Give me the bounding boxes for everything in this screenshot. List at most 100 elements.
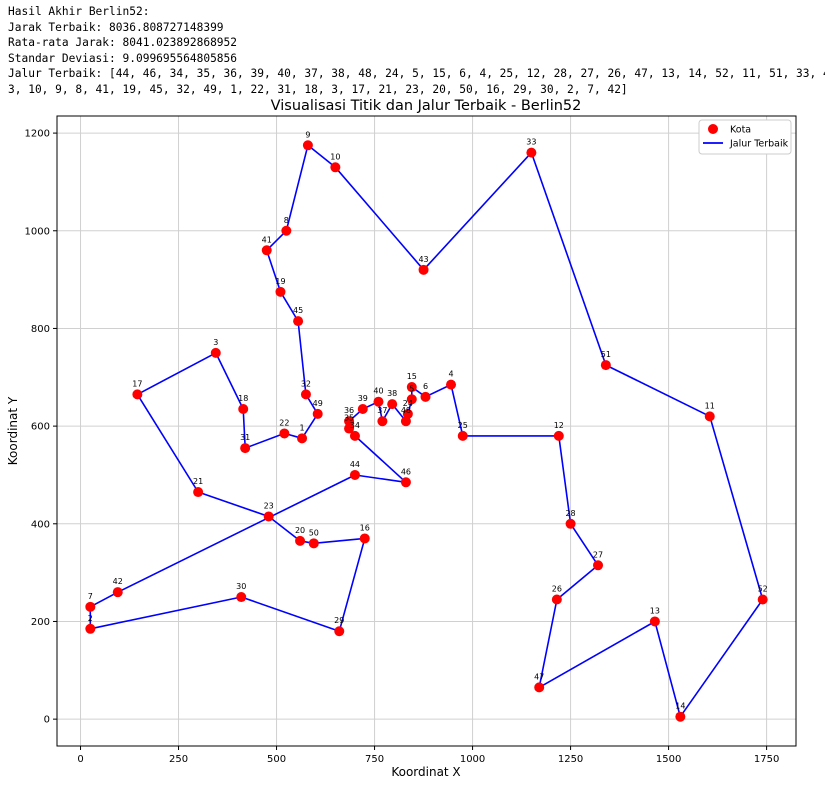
city-label-32: 32 bbox=[301, 379, 311, 388]
city-label-37: 37 bbox=[377, 406, 387, 415]
point-layer bbox=[85, 140, 768, 722]
city-point-3 bbox=[210, 347, 221, 358]
console-line: Rata-rata Jarak: 8041.023892868952 bbox=[8, 36, 238, 50]
x-tick-label: 1250 bbox=[558, 754, 583, 765]
x-tick-label: 250 bbox=[169, 754, 188, 765]
legend-marker-points bbox=[708, 124, 718, 134]
city-label-28: 28 bbox=[565, 509, 575, 518]
city-label-10: 10 bbox=[330, 152, 340, 161]
city-point-51 bbox=[600, 360, 611, 371]
city-point-23 bbox=[263, 511, 274, 522]
city-point-18 bbox=[238, 404, 249, 415]
x-tick-label: 500 bbox=[267, 754, 286, 765]
city-label-16: 16 bbox=[360, 523, 370, 532]
city-point-21 bbox=[193, 487, 204, 498]
x-tick-label: 0 bbox=[77, 754, 83, 765]
city-point-50 bbox=[308, 538, 319, 549]
city-point-29 bbox=[334, 626, 345, 637]
city-point-47 bbox=[534, 682, 545, 693]
city-label-42: 42 bbox=[113, 577, 123, 586]
city-point-19 bbox=[275, 286, 286, 297]
city-point-48 bbox=[400, 416, 411, 427]
city-label-9: 9 bbox=[305, 130, 310, 139]
console-line: Jarak Terbaik: 8036.808727148399 bbox=[8, 20, 224, 34]
chart-title: Visualisasi Titik dan Jalur Terbaik - Be… bbox=[271, 98, 582, 114]
city-label-2: 2 bbox=[88, 614, 93, 623]
city-point-44 bbox=[349, 469, 360, 480]
city-label-6: 6 bbox=[423, 382, 428, 391]
console-line: 3, 10, 9, 8, 41, 19, 45, 32, 49, 1, 22, … bbox=[8, 82, 628, 96]
city-point-26 bbox=[551, 594, 562, 605]
city-point-43 bbox=[418, 264, 429, 275]
city-point-37 bbox=[377, 416, 388, 427]
city-label-36: 36 bbox=[344, 406, 354, 415]
city-label-39: 39 bbox=[358, 394, 368, 403]
x-tick-label: 1500 bbox=[656, 754, 681, 765]
city-label-12: 12 bbox=[554, 421, 564, 430]
city-point-7 bbox=[85, 601, 96, 612]
city-point-42 bbox=[112, 587, 123, 598]
city-point-6 bbox=[420, 391, 431, 402]
axis-ticks: 0 250 500 750 1000 1250 1500 175002004006008001… bbox=[25, 129, 780, 765]
plot-frame bbox=[56, 115, 797, 747]
city-label-35: 35 bbox=[344, 414, 354, 423]
console-output: Hasil Akhir Berlin52: Jarak Terbaik: 8036… bbox=[8, 4, 825, 98]
x-tick-label: 1750 bbox=[754, 754, 779, 765]
y-tick-label: 600 bbox=[31, 422, 50, 433]
city-label-25: 25 bbox=[458, 421, 468, 430]
city-point-52 bbox=[757, 594, 768, 605]
city-label-51: 51 bbox=[601, 350, 611, 359]
city-label-14: 14 bbox=[675, 702, 685, 711]
city-label-24: 24 bbox=[403, 399, 413, 408]
city-label-15: 15 bbox=[407, 372, 417, 381]
city-point-35 bbox=[344, 423, 355, 434]
city-label-48: 48 bbox=[401, 406, 411, 415]
city-point-14 bbox=[675, 711, 686, 722]
city-label-17: 17 bbox=[132, 379, 142, 388]
city-point-8 bbox=[281, 225, 292, 236]
legend-label-points: Kota bbox=[730, 125, 751, 136]
city-point-13 bbox=[649, 616, 660, 627]
city-point-31 bbox=[240, 443, 251, 454]
city-label-30: 30 bbox=[236, 582, 246, 591]
city-label-8: 8 bbox=[284, 216, 289, 225]
city-label-43: 43 bbox=[418, 255, 428, 264]
city-point-4 bbox=[446, 379, 457, 390]
city-point-10 bbox=[330, 162, 341, 173]
city-label-31: 31 bbox=[240, 433, 250, 442]
city-label-34: 34 bbox=[350, 421, 360, 430]
city-label-50: 50 bbox=[309, 528, 319, 537]
city-point-11 bbox=[704, 411, 715, 422]
city-label-26: 26 bbox=[552, 584, 562, 593]
city-point-16 bbox=[359, 533, 370, 544]
city-label-40: 40 bbox=[373, 387, 383, 396]
city-point-17 bbox=[132, 389, 143, 400]
city-label-45: 45 bbox=[293, 306, 303, 315]
city-label-19: 19 bbox=[275, 277, 285, 286]
city-point-20 bbox=[295, 535, 306, 546]
city-label-18: 18 bbox=[238, 394, 248, 403]
x-tick-label: 1000 bbox=[460, 754, 485, 765]
city-label-46: 46 bbox=[401, 467, 411, 476]
city-point-5 bbox=[406, 394, 417, 405]
console-line: Standar Deviasi: 9.099695564805856 bbox=[8, 51, 238, 65]
city-label-49: 49 bbox=[313, 399, 323, 408]
city-point-45 bbox=[293, 316, 304, 327]
city-point-28 bbox=[565, 518, 576, 529]
city-point-2 bbox=[85, 623, 96, 634]
y-tick-label: 400 bbox=[31, 519, 50, 530]
city-label-13: 13 bbox=[650, 606, 660, 615]
city-label-7: 7 bbox=[88, 592, 93, 601]
grid bbox=[57, 116, 796, 746]
legend: Kota Jalur Terbaik bbox=[698, 119, 792, 155]
city-point-38 bbox=[387, 399, 398, 410]
city-point-22 bbox=[279, 428, 290, 439]
city-label-44: 44 bbox=[350, 460, 360, 469]
city-label-5: 5 bbox=[409, 384, 414, 393]
city-point-41 bbox=[261, 245, 272, 256]
x-tick-label: 750 bbox=[365, 754, 384, 765]
city-point-46 bbox=[400, 477, 411, 488]
city-point-36 bbox=[344, 416, 355, 427]
